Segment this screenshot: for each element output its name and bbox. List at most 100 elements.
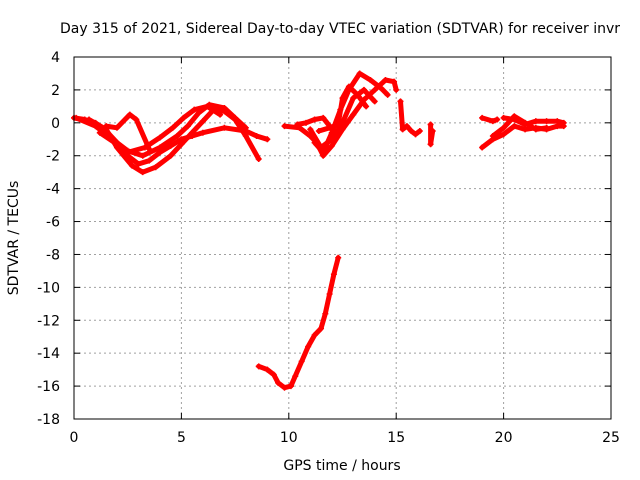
data-point-marker xyxy=(242,132,249,139)
x-tick-label: 0 xyxy=(70,430,79,446)
x-tick-label: 5 xyxy=(177,430,186,446)
data-point-marker xyxy=(479,114,486,121)
data-point-marker xyxy=(326,123,333,130)
data-point-marker xyxy=(242,124,249,131)
data-point-marker xyxy=(500,131,507,138)
data-point-marker xyxy=(307,126,314,133)
data-point-marker xyxy=(391,78,398,85)
data-point-marker xyxy=(511,113,518,120)
data-point-marker xyxy=(311,332,318,339)
data-point-marker xyxy=(174,132,181,139)
data-point-marker xyxy=(270,371,277,378)
data-point-marker xyxy=(180,114,187,121)
y-axis-label: SDTVAR / TECUs xyxy=(6,181,22,296)
data-point-marker xyxy=(345,83,352,90)
data-point-marker xyxy=(543,118,550,125)
data-point-marker xyxy=(318,144,325,151)
data-point-marker xyxy=(489,132,496,139)
data-point-marker xyxy=(378,85,385,92)
plot-frame xyxy=(73,56,612,420)
data-point-marker xyxy=(302,119,309,126)
data-point-marker xyxy=(363,103,370,110)
data-point-marker xyxy=(335,121,342,128)
y-tick-label: -16 xyxy=(37,379,60,395)
data-point-marker xyxy=(169,124,176,131)
y-tick-label: -6 xyxy=(46,215,60,231)
data-point-marker xyxy=(146,157,153,164)
data-point-marker xyxy=(350,111,357,118)
data-point-marker xyxy=(494,116,501,123)
data-point-marker xyxy=(96,129,103,136)
data-point-marker xyxy=(384,91,391,98)
data-point-marker xyxy=(156,144,163,151)
chart-title: Day 315 of 2021, Sidereal Day-to-day VTE… xyxy=(60,21,620,37)
data-point-marker xyxy=(126,111,133,118)
data-point-marker xyxy=(191,106,198,113)
data-point-marker xyxy=(311,116,318,123)
x-tick-label: 15 xyxy=(387,430,405,446)
data-point-marker xyxy=(335,254,342,261)
data-point-marker xyxy=(184,123,191,130)
data-point-marker xyxy=(412,131,419,138)
series-track-4 xyxy=(96,103,224,156)
data-point-marker xyxy=(322,310,329,317)
data-point-marker xyxy=(511,123,518,130)
data-point-marker xyxy=(281,384,288,391)
data-point-marker xyxy=(532,126,539,133)
series-layer xyxy=(71,70,567,391)
data-point-marker xyxy=(152,164,159,171)
x-axis-label: GPS time / hours xyxy=(283,458,400,474)
data-point-marker xyxy=(382,77,389,84)
data-point-marker xyxy=(500,124,507,131)
data-point-marker xyxy=(339,95,346,102)
data-point-marker xyxy=(139,169,146,176)
data-point-marker xyxy=(320,114,327,121)
data-point-marker xyxy=(156,134,163,141)
data-point-marker xyxy=(146,146,153,153)
data-point-marker xyxy=(199,118,206,125)
data-point-marker xyxy=(281,123,288,130)
data-point-marker xyxy=(543,124,550,131)
series-track-13 xyxy=(479,114,501,125)
data-point-marker xyxy=(318,325,325,332)
data-point-marker xyxy=(294,121,301,128)
data-point-marker xyxy=(217,111,224,118)
data-point-marker xyxy=(103,123,110,130)
data-point-marker xyxy=(403,123,410,130)
data-point-marker xyxy=(371,86,378,93)
data-point-marker xyxy=(330,271,337,278)
data-point-marker xyxy=(393,86,400,93)
data-point-marker xyxy=(427,121,434,128)
data-point-marker xyxy=(408,128,415,135)
data-point-marker xyxy=(367,77,374,84)
data-point-marker xyxy=(232,114,239,121)
series-track-10 xyxy=(294,114,333,130)
x-tick-label: 10 xyxy=(280,430,298,446)
series-track-low xyxy=(255,254,342,391)
data-point-marker xyxy=(371,98,378,105)
data-point-marker xyxy=(350,95,357,102)
data-point-marker xyxy=(221,124,228,131)
series-track-5 xyxy=(103,111,153,153)
data-point-marker xyxy=(354,91,361,98)
data-point-marker xyxy=(189,129,196,136)
data-point-marker xyxy=(167,152,174,159)
y-tick-label: 0 xyxy=(51,116,60,132)
data-point-marker xyxy=(255,363,262,370)
data-point-marker xyxy=(320,149,327,156)
x-tick-label: 25 xyxy=(602,430,620,446)
data-point-marker xyxy=(204,103,211,110)
data-point-marker xyxy=(328,136,335,143)
series-line xyxy=(256,255,341,391)
data-point-marker xyxy=(479,144,486,151)
data-point-marker xyxy=(292,373,299,380)
y-tick-label: -12 xyxy=(37,313,60,329)
y-tick-label: -10 xyxy=(37,280,60,296)
data-point-marker xyxy=(397,98,404,105)
data-point-marker xyxy=(113,124,120,131)
y-tick-label: 2 xyxy=(51,83,60,99)
y-tick-label: -14 xyxy=(37,346,60,362)
data-point-marker xyxy=(554,118,561,125)
